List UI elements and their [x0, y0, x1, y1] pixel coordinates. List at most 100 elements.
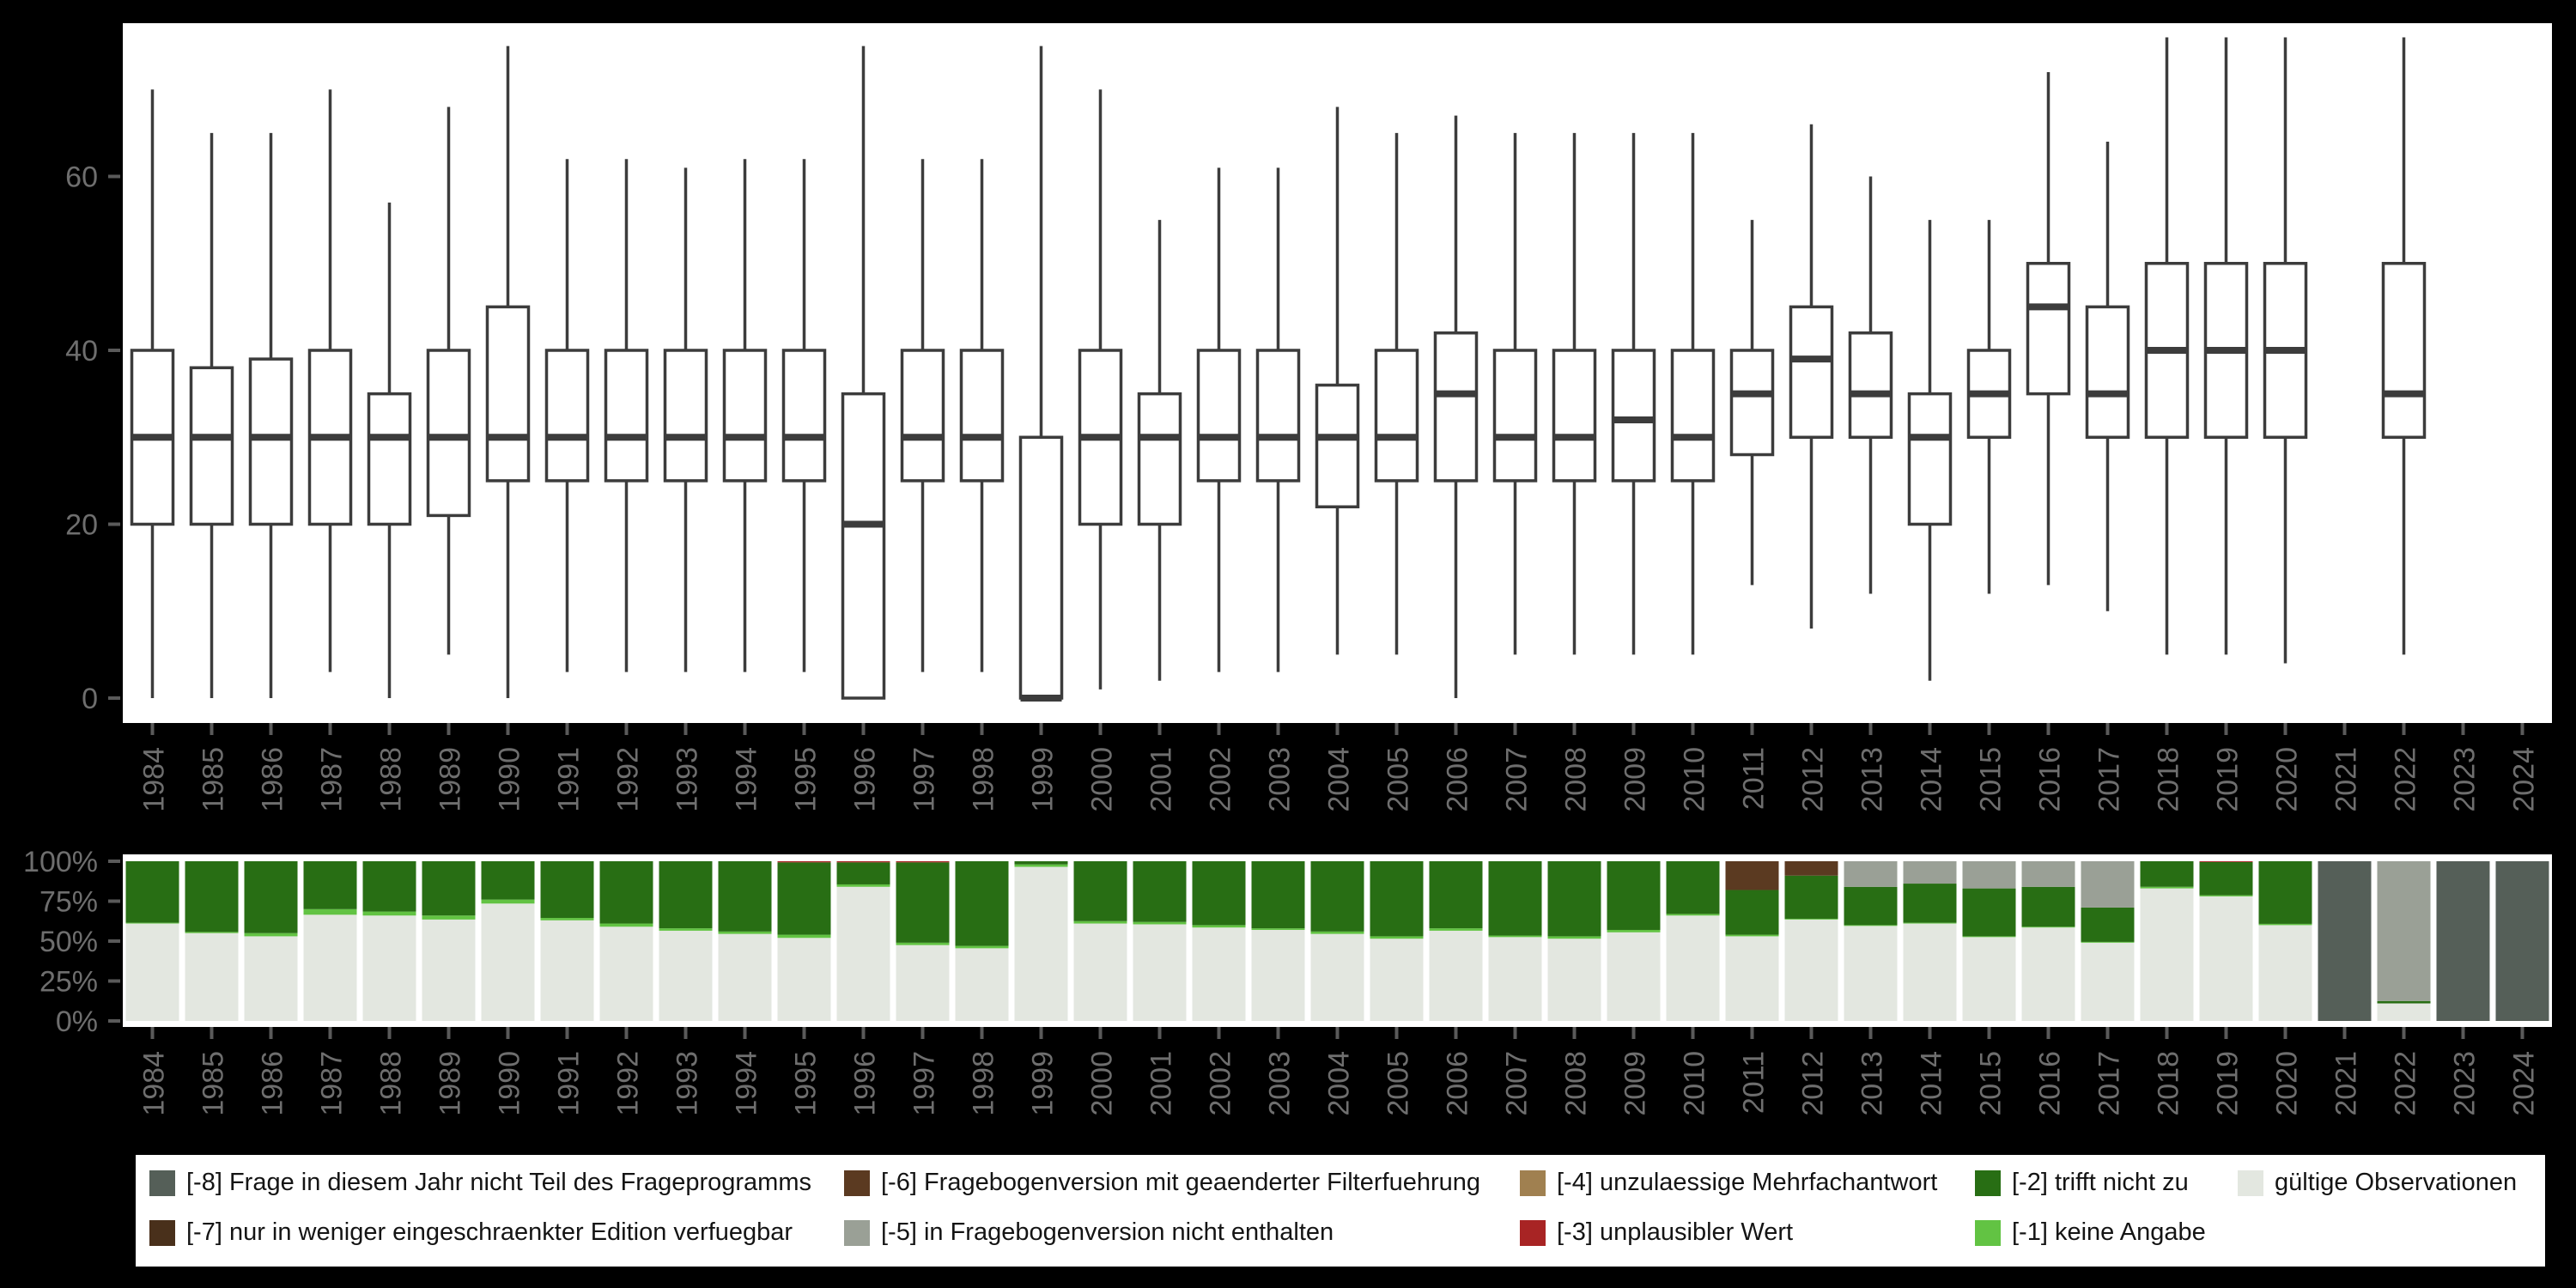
- x-axis-year-label: 1991: [553, 747, 586, 812]
- bar-segment: [2081, 907, 2135, 942]
- bar-segment: [1607, 929, 1661, 933]
- x-axis-year-label: 1997: [908, 747, 941, 812]
- bar-segment: [718, 861, 772, 932]
- bar-segment: [362, 861, 416, 912]
- iqr-box: [189, 366, 234, 526]
- iqr-box: [1729, 349, 1775, 457]
- x-axis-year-label: 2017: [2093, 1051, 2126, 1116]
- x-axis-year-label: 2000: [1086, 747, 1119, 812]
- bar-segment: [718, 931, 772, 934]
- bar-segment: [1666, 861, 1720, 914]
- bar-segment: [896, 945, 950, 1021]
- bar-segment: [540, 918, 594, 920]
- bar-segment: [185, 933, 239, 1021]
- bar-segment: [1133, 924, 1187, 1021]
- box-and-whiskers: [959, 159, 1005, 672]
- bar-segment: [2377, 861, 2431, 1001]
- x-axis-year-label: 2003: [1264, 1051, 1297, 1116]
- x-axis-year-label: 2014: [1916, 1051, 1948, 1116]
- bar-segment: [599, 861, 653, 924]
- bar-segment: [718, 933, 772, 1021]
- bar-segment: [1370, 936, 1424, 939]
- x-axis-year-label: 1992: [612, 747, 645, 812]
- box-and-whiskers: [130, 89, 175, 698]
- x-axis-year-label: 1993: [671, 1051, 704, 1116]
- bar-segment: [1844, 925, 1898, 927]
- legend-label-minus1: [-1] keine Angabe: [2012, 1218, 2206, 1246]
- x-axis-year-label: 2018: [2153, 747, 2185, 812]
- x-axis-year-label: 1997: [908, 1051, 941, 1116]
- bar-segment: [1192, 861, 1246, 926]
- x-axis-year-label: 2021: [2330, 1051, 2363, 1116]
- x-axis-year-label: 1992: [612, 1051, 645, 1116]
- x-axis-year-label: 1998: [968, 747, 1000, 812]
- x-axis-year-label: 2012: [1797, 1051, 1830, 1116]
- bar-segment: [1133, 861, 1187, 922]
- x-axis-year-label: 2005: [1382, 747, 1415, 812]
- bar-segment: [303, 914, 357, 1021]
- x-axis-year-label: 1984: [138, 747, 171, 812]
- box-and-whiskers: [1255, 167, 1301, 672]
- bar-segment: [2021, 861, 2075, 887]
- x-axis-year-label: 2023: [2449, 747, 2482, 812]
- iqr-box: [1137, 392, 1182, 526]
- iqr-box: [841, 392, 886, 700]
- bar-segment: [2318, 861, 2372, 1021]
- iqr-box: [1196, 349, 1242, 483]
- legend-item-valid: gültige Observationen: [2238, 1169, 2517, 1197]
- iqr-box: [1611, 349, 1656, 483]
- box-and-whiskers: [1137, 220, 1182, 681]
- iqr-box: [1433, 331, 1479, 483]
- iqr-box: [1848, 331, 1893, 439]
- percent-axis-tick-label: 75%: [39, 886, 98, 919]
- legend-swatch-valid-icon: [2238, 1170, 2263, 1196]
- bar-segment: [1488, 935, 1542, 938]
- box-and-whiskers: [900, 159, 945, 672]
- legend-swatch-minus4-icon: [1520, 1170, 1546, 1196]
- bar-segment: [481, 861, 535, 900]
- x-axis-year-label: 1988: [375, 747, 408, 812]
- bar-segment: [659, 930, 713, 1021]
- x-axis-year-label: 2009: [1619, 1051, 1652, 1116]
- bar-segment: [1844, 861, 1898, 887]
- legend-item-minus5: [-5] in Fragebogenversion nicht enthalte…: [844, 1218, 1334, 1247]
- bar-segment: [1962, 861, 2016, 889]
- iqr-box: [722, 349, 768, 483]
- x-axis-year-label: 2013: [1856, 1051, 1889, 1116]
- box-and-whiskers: [1552, 132, 1597, 655]
- bar-segment: [481, 903, 535, 1021]
- bar-segment: [481, 899, 535, 904]
- bar-segment: [1251, 861, 1305, 929]
- x-axis-year-label: 2019: [2212, 747, 2245, 812]
- bar-segment: [362, 915, 416, 1021]
- legend-label-minus7: [-7] nur in weniger eingeschraenkter Edi…: [186, 1218, 793, 1246]
- bar-segment: [1014, 864, 1068, 867]
- box-and-whiskers: [1611, 132, 1656, 655]
- bar-segment: [659, 928, 713, 931]
- iqr-box: [781, 349, 827, 483]
- bar-segment: [422, 861, 476, 916]
- x-axis-year-label: 2016: [2034, 747, 2067, 812]
- x-axis-year-label: 2019: [2212, 1051, 2245, 1116]
- x-axis-year-label: 1994: [731, 747, 763, 812]
- bar-segment: [185, 861, 239, 933]
- box-and-whiskers: [1789, 124, 1834, 629]
- box-and-whiskers: [2085, 142, 2130, 611]
- x-axis-year-label: 1984: [138, 1051, 171, 1116]
- bar-segment: [2199, 861, 2253, 862]
- bar-segment: [955, 861, 1009, 946]
- bar-segment: [1429, 928, 1483, 931]
- iqr-box: [367, 392, 412, 526]
- box-and-whiskers: [1729, 220, 1775, 586]
- legend-label-minus6: [-6] Fragebogenversion mit geaenderter F…: [881, 1169, 1480, 1196]
- x-axis-year-label: 2010: [1679, 747, 1711, 812]
- bar-segment: [2140, 888, 2194, 1021]
- bar-segment: [540, 920, 594, 1021]
- box-and-whiskers: [1848, 176, 1893, 594]
- x-axis-year-label: 2017: [2093, 747, 2126, 812]
- bar-segment: [1073, 923, 1127, 1021]
- bar-segment: [2258, 861, 2312, 924]
- iqr-box: [2026, 262, 2071, 396]
- x-axis-year-label: 1987: [316, 1051, 349, 1116]
- bar-segment: [1903, 861, 1957, 884]
